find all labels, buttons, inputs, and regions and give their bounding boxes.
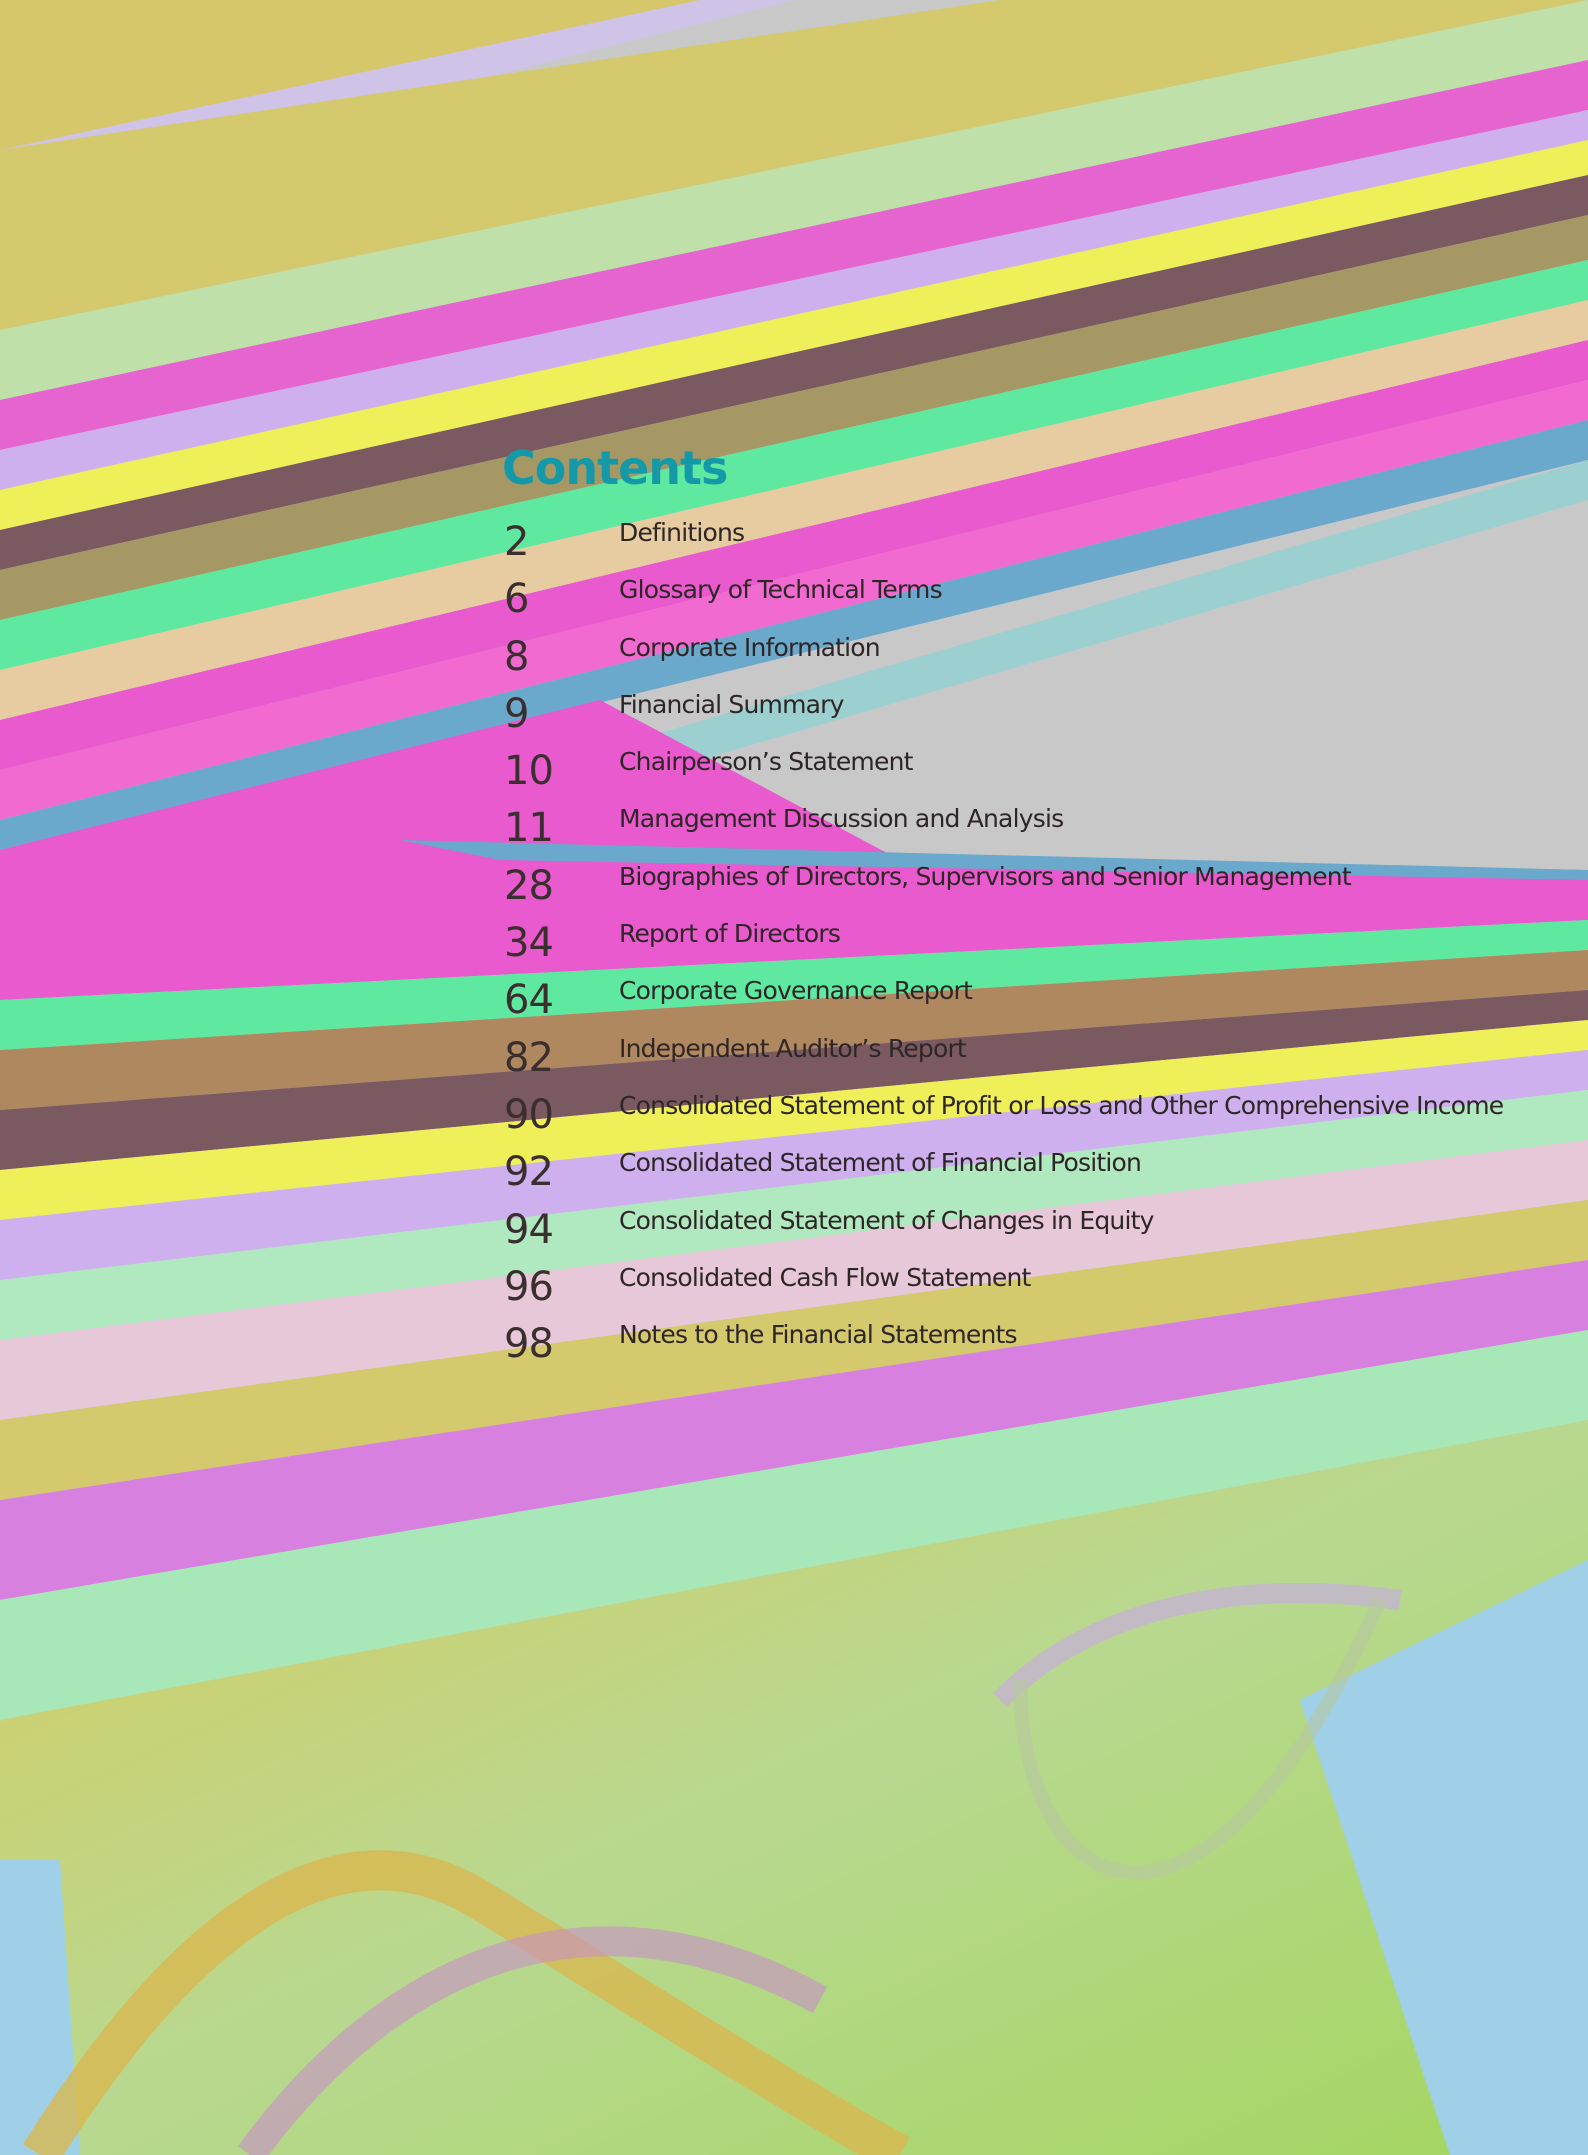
toc-entry[interactable]: 96 Consolidated Cash Flow Statement	[502, 1261, 1562, 1318]
toc-entry[interactable]: 94 Consolidated Statement of Changes in E…	[502, 1204, 1562, 1261]
toc-entry[interactable]: 2 Definitions	[502, 516, 1562, 573]
toc-title: Corporate Information	[619, 632, 881, 662]
toc-page-number: 96	[504, 1263, 554, 1310]
toc-entry[interactable]: 98 Notes to the Financial Statements	[502, 1318, 1562, 1375]
toc-page-number: 9	[504, 690, 529, 737]
toc-entry[interactable]: 9 Financial Summary	[502, 688, 1562, 745]
toc-title: Corporate Governance Report	[619, 976, 973, 1006]
toc-page-number: 2	[504, 519, 529, 565]
toc-page-number: 6	[504, 576, 529, 623]
toc-entry[interactable]: 34 Report of Directors	[502, 917, 1562, 974]
toc-title: Biographies of Directors, Supervisors an…	[619, 861, 1352, 891]
toc-entry[interactable]: 92 Consolidated Statement of Financial Po…	[502, 1146, 1562, 1203]
toc-title: Report of Directors	[619, 919, 841, 949]
toc-title: Financial Summary	[619, 689, 844, 719]
toc-page-number: 64	[504, 977, 554, 1024]
table-of-contents: Contents 2 Definitions 6 Glossary of Techni…	[502, 438, 1562, 1375]
toc-title: Independent Auditor’s Report	[619, 1033, 967, 1063]
toc-entry[interactable]: 64 Corporate Governance Report	[502, 974, 1562, 1031]
toc-page-number: 10	[504, 748, 554, 795]
toc-title: Consolidated Cash Flow Statement	[619, 1262, 1031, 1292]
toc-page-number: 98	[504, 1321, 554, 1368]
toc-entry[interactable]: 82 Independent Auditor’s Report	[502, 1032, 1562, 1089]
toc-title: Consolidated Statement of Profit or Loss…	[619, 1090, 1504, 1120]
toc-title: Notes to the Financial Statements	[619, 1320, 1018, 1350]
toc-entry[interactable]: 90 Consolidated Statement of Profit or Lo…	[502, 1089, 1562, 1146]
toc-page-number: 82	[504, 1034, 554, 1081]
toc-entry[interactable]: 6 Glossary of Technical Terms	[502, 573, 1562, 630]
toc-list: 2 Definitions 6 Glossary of Technical Terms…	[502, 516, 1562, 1375]
toc-entry[interactable]: 28 Biographies of Directors, Supervisors …	[502, 860, 1562, 917]
toc-title: Consolidated Statement of Financial Posi…	[619, 1148, 1142, 1178]
toc-page-number: 92	[504, 1149, 554, 1196]
toc-entry[interactable]: 8 Corporate Information	[502, 631, 1562, 688]
toc-entry[interactable]: 11 Management Discussion and Analysis	[502, 802, 1562, 859]
toc-title: Glossary of Technical Terms	[619, 575, 943, 605]
toc-title: Consolidated Statement of Changes in Equ…	[619, 1205, 1154, 1235]
toc-page-number: 34	[504, 920, 554, 967]
toc-title: Definitions	[619, 518, 745, 547]
toc-entry[interactable]: 10 Chairperson’s Statement	[502, 745, 1562, 802]
toc-title: Chairperson’s Statement	[619, 747, 913, 777]
toc-page-number: 94	[504, 1206, 554, 1253]
toc-page-number: 90	[504, 1091, 554, 1138]
toc-page-number: 8	[504, 633, 529, 680]
toc-page-number: 28	[504, 862, 554, 909]
contents-heading: Contents	[502, 441, 728, 495]
toc-title: Management Discussion and Analysis	[619, 804, 1064, 834]
toc-page-number: 11	[504, 805, 554, 852]
